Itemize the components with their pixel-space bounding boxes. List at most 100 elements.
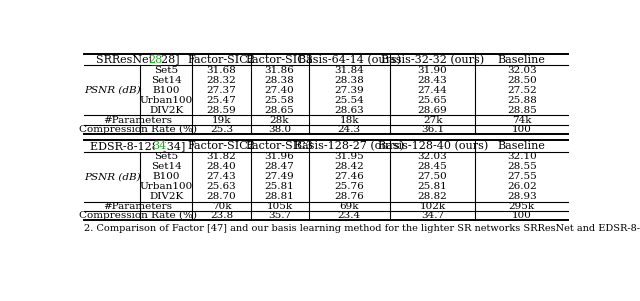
Text: 28k: 28k [270,116,289,125]
Text: Set5: Set5 [154,66,179,75]
Text: Compression Rate (%): Compression Rate (%) [79,211,197,220]
Text: Urban100: Urban100 [140,182,193,191]
Text: 28.85: 28.85 [507,106,536,115]
Text: 2. Comparison of Factor [47] and our basis learning method for the lighter SR ne: 2. Comparison of Factor [47] and our bas… [84,224,640,233]
Text: Baseline: Baseline [498,54,546,65]
Text: 19k: 19k [212,116,231,125]
Text: 102k: 102k [420,202,445,211]
Text: 28.65: 28.65 [265,106,294,115]
Text: 28.42: 28.42 [335,162,364,171]
Text: Urban100: Urban100 [140,96,193,105]
Text: 295k: 295k [509,202,535,211]
Text: 28.59: 28.59 [207,106,236,115]
Text: 28: 28 [148,54,163,65]
Text: 31.86: 31.86 [265,66,294,75]
Text: 28.93: 28.93 [507,192,536,201]
Text: 31.95: 31.95 [335,152,364,161]
Text: 32.03: 32.03 [507,66,536,75]
Text: Compression Rate (%): Compression Rate (%) [79,125,197,134]
Text: 27.50: 27.50 [418,172,447,181]
Text: Set5: Set5 [154,152,179,161]
Text: 32.10: 32.10 [507,152,536,161]
Text: 27k: 27k [423,116,442,125]
Text: Set14: Set14 [151,162,182,171]
Text: 28.45: 28.45 [418,162,447,171]
Text: 27.43: 27.43 [207,172,236,181]
Text: 27.49: 27.49 [265,172,294,181]
Text: EDSR-8-128 [34]: EDSR-8-128 [34] [90,141,186,151]
Text: 25.3: 25.3 [210,125,233,134]
Text: 27.37: 27.37 [207,86,236,95]
Text: 28.50: 28.50 [507,76,536,85]
Text: 31.96: 31.96 [265,152,294,161]
Text: 28.38: 28.38 [265,76,294,85]
Text: Basis-32-32 (ours): Basis-32-32 (ours) [381,54,484,65]
Text: #Parameters: #Parameters [104,116,173,125]
Text: 28.63: 28.63 [335,106,364,115]
Text: 25.76: 25.76 [335,182,364,191]
Text: 27.39: 27.39 [335,86,364,95]
Text: Factor-SIC2: Factor-SIC2 [188,141,255,151]
Text: 31.82: 31.82 [207,152,236,161]
Text: 69k: 69k [340,202,359,211]
Text: 32.03: 32.03 [418,152,447,161]
Text: 28.81: 28.81 [265,192,294,201]
Text: 31.68: 31.68 [207,66,236,75]
Text: 23.8: 23.8 [210,211,233,220]
Text: 28.32: 28.32 [207,76,236,85]
Text: 24.3: 24.3 [338,125,361,134]
Text: PSNR (dB): PSNR (dB) [84,172,140,181]
Text: Basis-64-14 (ours): Basis-64-14 (ours) [298,54,401,65]
Text: 34.7: 34.7 [421,211,444,220]
Text: 25.63: 25.63 [207,182,236,191]
Text: 25.47: 25.47 [207,96,236,105]
Text: 25.58: 25.58 [265,96,294,105]
Text: 28.43: 28.43 [418,76,447,85]
Text: 27.40: 27.40 [265,86,294,95]
Text: 18k: 18k [340,116,359,125]
Text: 27.44: 27.44 [418,86,447,95]
Text: Basis-128-40 (ours): Basis-128-40 (ours) [378,141,488,151]
Text: 25.81: 25.81 [418,182,447,191]
Text: 28.40: 28.40 [207,162,236,171]
Text: DIV2K: DIV2K [149,192,184,201]
Text: 27.46: 27.46 [335,172,364,181]
Text: 36.1: 36.1 [421,125,444,134]
Text: 100: 100 [512,211,532,220]
Text: #Parameters: #Parameters [104,202,173,211]
Text: Factor-SIC2: Factor-SIC2 [188,54,255,65]
Text: 28.82: 28.82 [418,192,447,201]
Text: 27.55: 27.55 [507,172,536,181]
Text: 70k: 70k [212,202,231,211]
Text: 28.38: 28.38 [335,76,364,85]
Text: PSNR (dB): PSNR (dB) [84,86,140,95]
Text: 28.55: 28.55 [507,162,536,171]
Text: Set14: Set14 [151,76,182,85]
Text: SRResNet [28]: SRResNet [28] [96,54,180,65]
Text: Factor-SIC3: Factor-SIC3 [246,141,314,151]
Text: 25.81: 25.81 [265,182,294,191]
Text: Baseline: Baseline [498,141,546,151]
Text: 27.52: 27.52 [507,86,536,95]
Text: 25.54: 25.54 [335,96,364,105]
Text: 26.02: 26.02 [507,182,536,191]
Text: 31.84: 31.84 [335,66,364,75]
Text: 31.90: 31.90 [418,66,447,75]
Text: 100: 100 [512,125,532,134]
Text: Factor-SIC3: Factor-SIC3 [246,54,314,65]
Text: 28.76: 28.76 [335,192,364,201]
Text: B100: B100 [153,86,180,95]
Text: 25.88: 25.88 [507,96,536,105]
Text: 34: 34 [152,141,166,151]
Text: B100: B100 [153,172,180,181]
Text: 28.47: 28.47 [265,162,294,171]
Text: 25.65: 25.65 [418,96,447,105]
Text: 105k: 105k [266,202,292,211]
Bar [151,55,160,64]
Text: 28.70: 28.70 [207,192,236,201]
Text: 74k: 74k [512,116,531,125]
Bar [155,141,164,150]
Text: 23.4: 23.4 [338,211,361,220]
Text: DIV2K: DIV2K [149,106,184,115]
Text: 28.69: 28.69 [418,106,447,115]
